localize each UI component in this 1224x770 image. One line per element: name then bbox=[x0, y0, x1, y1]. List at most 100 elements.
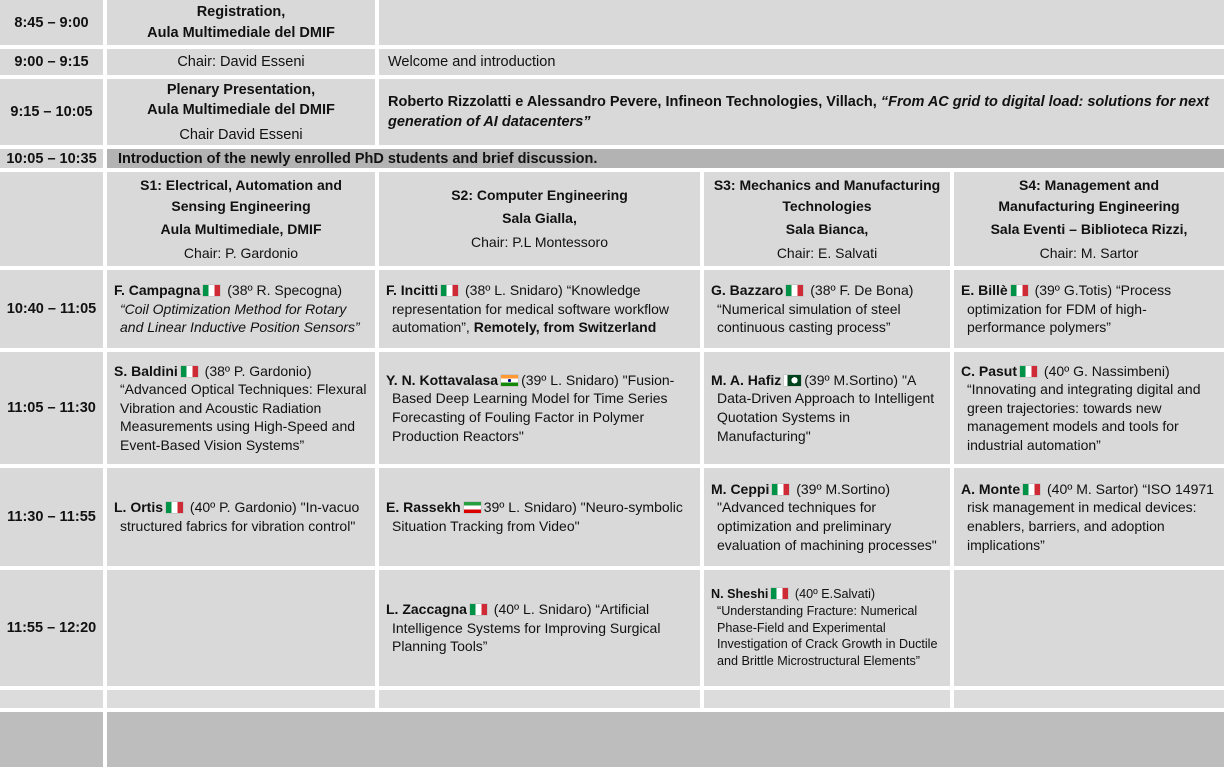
session-title: S2: Computer Engineering bbox=[451, 187, 628, 203]
time-slot: 8:45 – 9:00 bbox=[0, 0, 103, 45]
speaker-name: L. Ortis bbox=[114, 499, 164, 516]
italy-flag-icon bbox=[1023, 483, 1041, 495]
empty-cell bbox=[379, 0, 1224, 45]
time-slot: 10:05 – 10:35 bbox=[0, 149, 103, 168]
plenary-talk-title: “From AC grid to digital load: solutions… bbox=[388, 94, 1209, 130]
session-chair: Chair: P.L Montessoro bbox=[471, 234, 608, 250]
empty-cell bbox=[0, 172, 103, 266]
talk-meta: (39º G.Totis) bbox=[1030, 282, 1116, 299]
talk-cell: C. Pasut (40º G. Nassimbeni) “Innovating… bbox=[954, 352, 1224, 464]
empty-cell bbox=[379, 690, 700, 708]
talk-meta: (38º P. Gardonio) bbox=[200, 362, 312, 379]
talk-meta: (40º M. Sartor) bbox=[1043, 480, 1143, 497]
session-header-s1: S1: Electrical, Automation and Sensing E… bbox=[107, 172, 375, 266]
session-chair: Chair: E. Salvati bbox=[776, 244, 878, 261]
plenary-talk-text: Roberto Rizzolatti e Alessandro Pevere, … bbox=[388, 92, 1210, 132]
talk-title: "In-vacuo structured fabrics for vibrati… bbox=[120, 499, 360, 534]
talk-meta: (39º M.Sortino) bbox=[804, 371, 902, 388]
plenary-talk-cell: Roberto Rizzolatti e Alessandro Pevere, … bbox=[379, 79, 1224, 145]
session-title: S1: Electrical, Automation and Sensing E… bbox=[140, 176, 342, 214]
talk-text: M. A. Hafiz (39º M.Sortino) "A Data-Drive… bbox=[711, 371, 942, 445]
talk-text: E. Rassekh 39º L. Snidaro) "Neuro-symboli… bbox=[386, 498, 692, 535]
italy-flag-icon bbox=[772, 483, 790, 495]
footer-band-left bbox=[0, 712, 103, 767]
talk-meta: (40º P. Gardonio) bbox=[186, 499, 301, 516]
talk-title: "Advanced techniques for optimization an… bbox=[717, 499, 937, 553]
speaker-name: N. Sheshi bbox=[711, 587, 769, 601]
speaker-name: E. Billè bbox=[961, 282, 1008, 299]
empty-cell bbox=[107, 690, 375, 708]
talk-meta: (39º M.Sortino) bbox=[792, 480, 891, 497]
plenary-venue: Aula Multimediale del DMIF bbox=[147, 101, 335, 118]
welcome-label: Welcome and introduction bbox=[388, 54, 556, 70]
italy-flag-icon bbox=[469, 604, 487, 616]
session-venue: Sala Bianca, bbox=[785, 220, 869, 237]
session-chair: Chair: M. Sartor bbox=[1039, 244, 1139, 261]
speaker-name: M. A. Hafiz bbox=[711, 371, 782, 388]
talk-cell: E. Rassekh 39º L. Snidaro) "Neuro-symboli… bbox=[379, 468, 700, 566]
registration-title: Registration, bbox=[196, 3, 286, 20]
plenary-chair: Chair David Esseni bbox=[179, 126, 303, 143]
session-venue: Sala Gialla, bbox=[502, 210, 577, 226]
talk-title: “Coil Optimization Method for Rotary and… bbox=[120, 300, 360, 336]
italy-flag-icon bbox=[771, 588, 789, 599]
talk-text: M. Ceppi (39º M.Sortino) "Advanced techn… bbox=[711, 480, 942, 554]
italy-flag-icon bbox=[786, 285, 804, 297]
speaker-name: G. Bazzaro bbox=[711, 282, 784, 299]
talk-meta: (38º R. Specogna) bbox=[223, 282, 343, 299]
pakistan-flag-icon bbox=[784, 374, 802, 386]
talk-meta: (40º L. Snidaro) bbox=[489, 601, 596, 618]
talk-meta: (40º G. Nassimbeni) bbox=[1040, 362, 1170, 379]
talk-text: L. Zaccagna (40º L. Snidaro) “Artificial… bbox=[386, 600, 692, 656]
session-title: S3: Mechanics and Manufacturing Technolo… bbox=[713, 176, 941, 214]
talk-text: F. Incitti (38º L. Snidaro) “Knowledge r… bbox=[386, 281, 692, 337]
speaker-name: C. Pasut bbox=[961, 362, 1018, 379]
talk-title: “Understanding Fracture: Numerical Phase… bbox=[717, 603, 938, 669]
talk-cell: M. A. Hafiz (39º M.Sortino) "A Data-Drive… bbox=[704, 352, 950, 464]
empty-cell bbox=[704, 690, 950, 708]
time-slot: 10:40 – 11:05 bbox=[0, 270, 103, 348]
talk-cell: A. Monte (40º M. Sartor) “ISO 14971 risk… bbox=[954, 468, 1224, 566]
italy-flag-icon bbox=[166, 502, 184, 514]
talk-meta: (38º L. Snidaro) bbox=[461, 282, 567, 299]
remote-note: Remotely, from Switzerland bbox=[473, 319, 657, 336]
italy-flag-icon bbox=[203, 285, 221, 297]
empty-cell bbox=[107, 570, 375, 686]
empty-cell bbox=[954, 690, 1224, 708]
talk-title: "Neuro-symbolic Situation Tracking from … bbox=[392, 499, 683, 534]
welcome-cell: Welcome and introduction bbox=[379, 49, 1224, 75]
time-slot: 11:30 – 11:55 bbox=[0, 468, 103, 566]
session-header-s4: S4: Management and Manufacturing Enginee… bbox=[954, 172, 1224, 266]
empty-cell bbox=[954, 570, 1224, 686]
chair-cell: Chair: David Esseni bbox=[107, 49, 375, 75]
session-title: S4: Management and Manufacturing Enginee… bbox=[998, 176, 1180, 214]
registration-venue: Aula Multimediale del DMIF bbox=[147, 24, 335, 41]
session-header-s2: S2: Computer Engineering Sala Gialla, Ch… bbox=[379, 172, 700, 266]
session-chair: Chair: P. Gardonio bbox=[183, 244, 299, 261]
talk-title: “Process optimization for FDM of high-pe… bbox=[967, 282, 1172, 336]
session-venue: Sala Eventi – Biblioteca Rizzi, bbox=[990, 220, 1188, 237]
session-venue: Aula Multimediale, DMIF bbox=[160, 220, 322, 237]
india-flag-icon bbox=[501, 374, 519, 386]
phd-introduction-cell: Introduction of the newly enrolled PhD s… bbox=[107, 149, 1224, 168]
italy-flag-icon bbox=[180, 365, 198, 377]
talk-cell: N. Sheshi (40º E.Salvati) “Understanding… bbox=[704, 570, 950, 686]
talk-meta: (39º L. Snidaro) bbox=[521, 371, 623, 388]
speaker-name: Y. N. Kottavalasa bbox=[386, 371, 499, 388]
talk-text: N. Sheshi (40º E.Salvati) “Understanding… bbox=[711, 586, 942, 670]
session-header-s3: S3: Mechanics and Manufacturing Technolo… bbox=[704, 172, 950, 266]
talk-meta: 39º L. Snidaro) bbox=[483, 499, 581, 516]
talk-title: “ISO 14971 risk management in medical de… bbox=[967, 480, 1214, 553]
speaker-name: L. Zaccagna bbox=[386, 601, 467, 618]
talk-text: C. Pasut (40º G. Nassimbeni) “Innovating… bbox=[961, 362, 1216, 455]
speaker-name: F. Incitti bbox=[386, 282, 439, 299]
talk-text: E. Billè (39º G.Totis) “Process optimiza… bbox=[961, 281, 1216, 337]
talk-cell: G. Bazzaro (38º F. De Bona) “Numerical s… bbox=[704, 270, 950, 348]
talk-cell: L. Ortis (40º P. Gardonio) "In-vacuo str… bbox=[107, 468, 375, 566]
talk-title: “Advanced Optical Techniques: Flexural V… bbox=[120, 381, 367, 453]
talk-title: “Knowledge representation for medical so… bbox=[392, 282, 670, 336]
talk-title: “Innovating and integrating digital and … bbox=[967, 381, 1201, 453]
time-slot: 9:15 – 10:05 bbox=[0, 79, 103, 145]
footer-band bbox=[107, 712, 1224, 767]
